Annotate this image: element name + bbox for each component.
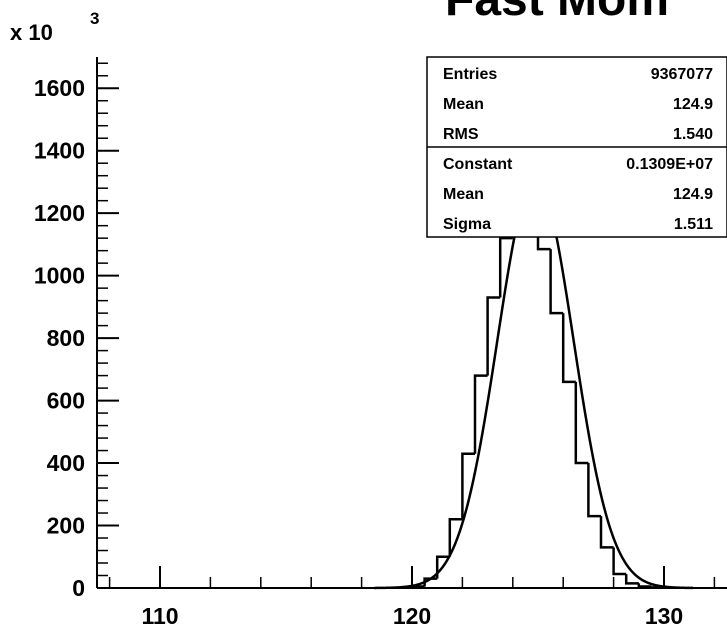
histogram-bin — [549, 249, 564, 315]
y-tick-label: 600 — [47, 388, 85, 414]
y-tick-label: 1200 — [34, 200, 85, 226]
stats-label: Mean — [443, 96, 484, 113]
chart-title: Fast Mom — [445, 0, 669, 26]
histogram-bin — [587, 463, 601, 518]
histogram-bars — [398, 205, 678, 589]
histogram-bin — [461, 452, 475, 520]
y-multiplier: x 10 3 — [10, 9, 99, 45]
y-tick-label: 800 — [47, 325, 85, 351]
stats-label: Constant — [443, 156, 513, 173]
histogram-bin — [435, 555, 450, 579]
y-multiplier-exponent: 3 — [90, 9, 99, 28]
axes: 0 200 400 600 800 1000 1200 1400 1600 110 120 130 — [34, 57, 727, 628]
histogram-bin — [599, 516, 614, 549]
stats-value: 9367077 — [651, 66, 713, 83]
stats-value: 1.540 — [673, 126, 713, 143]
y-multiplier-base: x 10 — [10, 20, 53, 45]
histogram-bin — [448, 518, 463, 557]
stats-label: RMS — [443, 126, 479, 143]
fit-curve — [374, 177, 693, 590]
x-tick-label: 120 — [393, 603, 431, 628]
gaussian-fit — [374, 177, 693, 590]
stats-box: Entries 9367077 Mean 124.9 RMS 1.540 Constant 0… — [426, 56, 727, 238]
histogram-bin — [486, 296, 501, 376]
histogram-bin — [624, 573, 639, 585]
y-tick-label: 0 — [72, 575, 85, 601]
stats-label: Entries — [443, 66, 497, 83]
histogram-bin — [561, 313, 576, 384]
histogram-bin — [473, 374, 488, 454]
histogram-bin — [574, 381, 589, 465]
y-tick-label: 400 — [47, 450, 85, 476]
histogram-bin — [498, 236, 513, 298]
stats-label: Sigma — [443, 216, 491, 233]
y-tick-label: 1600 — [34, 75, 85, 101]
stats-label: Mean — [443, 186, 484, 203]
stats-value: 1.511 — [674, 216, 713, 233]
x-tick-label: 110 — [141, 603, 178, 628]
y-tick-label: 1400 — [34, 138, 85, 164]
histogram-bin — [650, 586, 664, 589]
histogram-bin — [612, 547, 627, 576]
stats-value: 0.1309E+07 — [626, 156, 713, 173]
y-tick-label: 200 — [47, 513, 85, 539]
y-tick-label: 1000 — [34, 263, 85, 289]
stats-value: 124.9 — [673, 96, 713, 113]
histogram-bin — [637, 583, 652, 588]
x-tick-label: 130 — [645, 603, 683, 628]
stats-value: 124.9 — [673, 186, 713, 203]
